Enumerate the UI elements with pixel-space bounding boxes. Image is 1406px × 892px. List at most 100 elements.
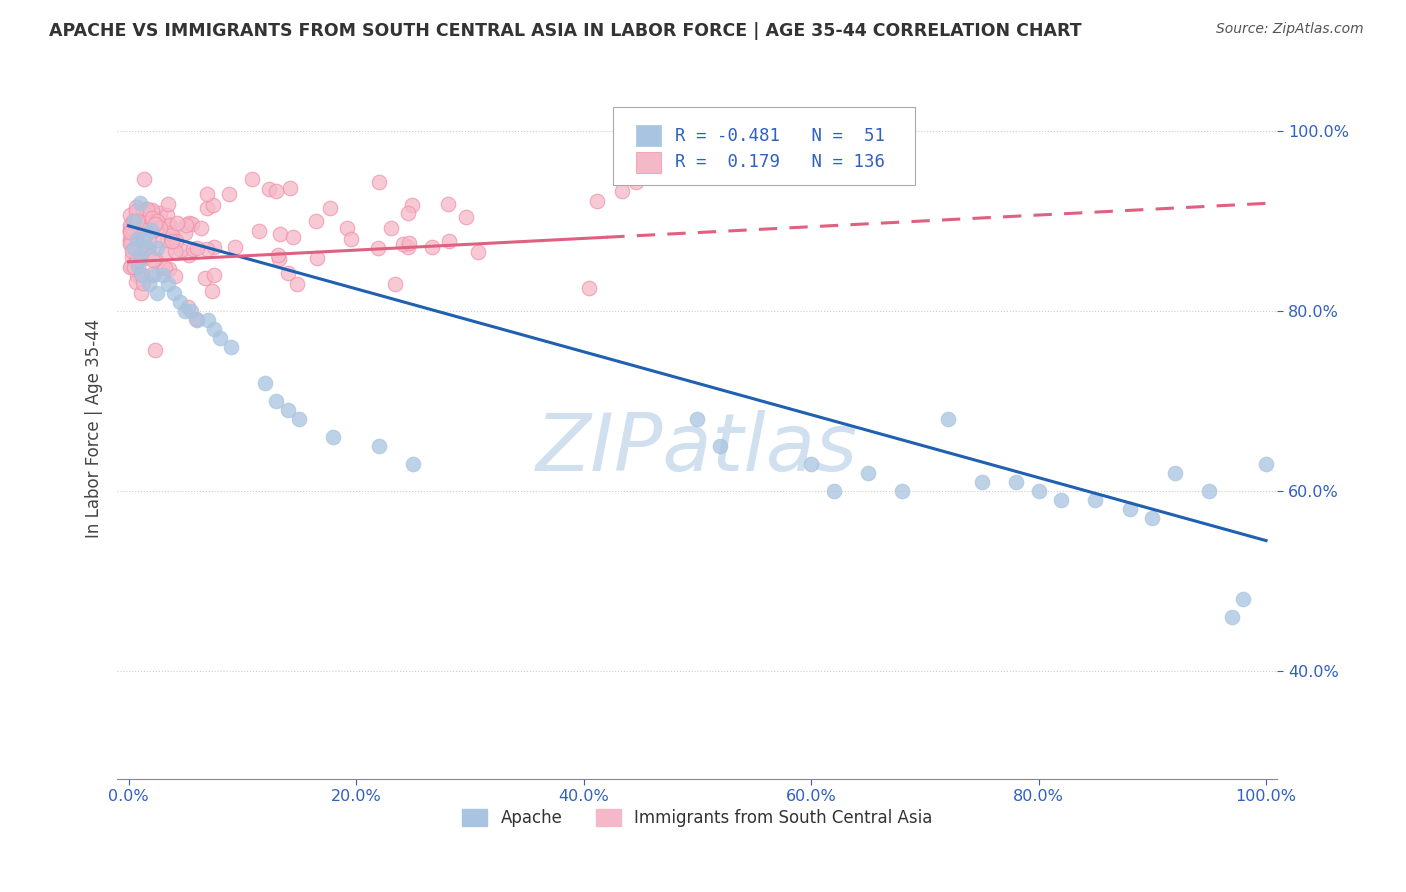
Point — [155, 261, 177, 276]
Point — [129, 268, 152, 282]
Point — [149, 206, 172, 220]
Point — [138, 235, 160, 249]
Point — [121, 244, 143, 258]
Point — [202, 198, 225, 212]
Point — [1254, 457, 1277, 471]
Point — [118, 235, 141, 249]
Point — [340, 232, 363, 246]
Point — [132, 272, 155, 286]
Point — [305, 213, 328, 227]
Point — [125, 268, 148, 282]
Point — [391, 237, 413, 252]
Point — [141, 203, 163, 218]
Point — [152, 268, 174, 283]
Point — [202, 268, 225, 282]
Point — [891, 484, 914, 499]
Point — [143, 217, 166, 231]
Point — [174, 218, 197, 232]
Point — [163, 269, 186, 284]
Point — [125, 232, 148, 246]
Point — [398, 235, 420, 250]
Point — [169, 244, 191, 258]
Point — [146, 286, 169, 301]
Point — [823, 484, 845, 499]
Point — [135, 202, 157, 216]
Point — [1084, 493, 1107, 508]
Point — [142, 268, 165, 283]
Point — [132, 172, 155, 186]
Point — [208, 331, 231, 345]
Legend: Apache, Immigrants from South Central Asia: Apache, Immigrants from South Central As… — [456, 802, 939, 834]
Point — [686, 412, 709, 426]
Text: R =  0.179   N = 136: R = 0.179 N = 136 — [675, 153, 886, 171]
Point — [181, 217, 204, 231]
Point — [367, 241, 389, 255]
Point — [146, 241, 169, 255]
Point — [141, 267, 163, 281]
Point — [122, 241, 145, 255]
Point — [800, 457, 823, 471]
Point — [267, 252, 290, 266]
Point — [169, 295, 191, 310]
Point — [125, 203, 148, 218]
Point — [132, 251, 155, 265]
Point — [150, 260, 173, 274]
Text: APACHE VS IMMIGRANTS FROM SOUTH CENTRAL ASIA IN LABOR FORCE | AGE 35-44 CORRELAT: APACHE VS IMMIGRANTS FROM SOUTH CENTRAL … — [49, 22, 1081, 40]
Point — [118, 231, 141, 245]
Point — [121, 227, 143, 241]
Point — [1142, 511, 1164, 525]
Point — [856, 466, 879, 480]
Point — [120, 218, 142, 232]
Point — [131, 239, 153, 253]
Point — [156, 208, 179, 222]
Point — [240, 171, 263, 186]
Point — [141, 211, 163, 225]
Point — [186, 241, 208, 255]
Point — [136, 243, 159, 257]
Point — [277, 266, 299, 280]
Point — [288, 412, 311, 426]
Point — [128, 244, 150, 258]
Point — [132, 216, 155, 230]
Point — [194, 270, 217, 285]
Point — [128, 218, 150, 232]
Point — [197, 242, 219, 256]
Point — [129, 221, 152, 235]
Point — [181, 242, 204, 256]
Point — [319, 202, 342, 216]
Point — [142, 253, 165, 268]
Point — [420, 240, 443, 254]
Point — [159, 219, 181, 233]
Point — [120, 219, 142, 234]
Point — [155, 245, 177, 260]
Point — [120, 260, 142, 274]
Point — [129, 286, 152, 301]
Point — [118, 208, 141, 222]
Point — [118, 225, 141, 239]
Point — [129, 251, 152, 265]
Point — [118, 223, 141, 237]
Point — [124, 219, 146, 233]
Point — [610, 184, 633, 198]
Point — [467, 244, 489, 259]
Point — [134, 230, 156, 244]
Point — [287, 277, 309, 292]
Point — [177, 300, 200, 314]
Point — [132, 205, 155, 219]
Point — [159, 226, 181, 240]
Point — [135, 241, 157, 255]
Point — [709, 439, 731, 453]
Point — [402, 457, 425, 471]
Point — [1164, 466, 1187, 480]
Point — [125, 275, 148, 289]
Point — [197, 313, 219, 327]
Point — [586, 194, 609, 208]
Point — [281, 230, 304, 244]
Text: R = -0.481   N =  51: R = -0.481 N = 51 — [675, 127, 886, 145]
Point — [121, 250, 143, 264]
Text: Source: ZipAtlas.com: Source: ZipAtlas.com — [1216, 22, 1364, 37]
Point — [218, 187, 240, 202]
Point — [1118, 502, 1140, 516]
Point — [202, 322, 225, 336]
Point — [142, 214, 165, 228]
